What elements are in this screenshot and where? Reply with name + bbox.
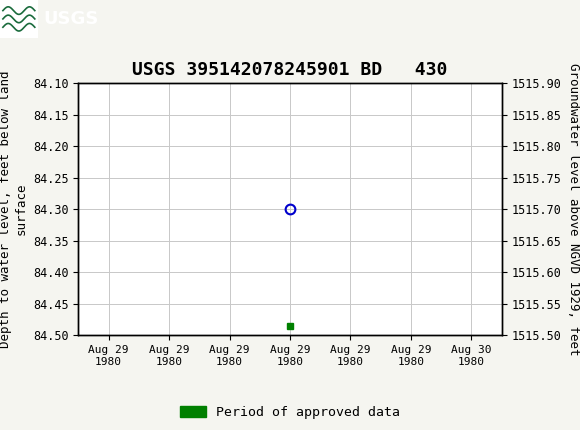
Legend: Period of approved data: Period of approved data [174,401,406,425]
Text: USGS: USGS [44,10,99,28]
Y-axis label: Depth to water level, feet below land
surface: Depth to water level, feet below land su… [0,71,27,348]
Text: USGS 395142078245901 BD   430: USGS 395142078245901 BD 430 [132,61,448,79]
Bar [0,0,38,38]
Y-axis label: Groundwater level above NGVD 1929, feet: Groundwater level above NGVD 1929, feet [567,63,580,356]
